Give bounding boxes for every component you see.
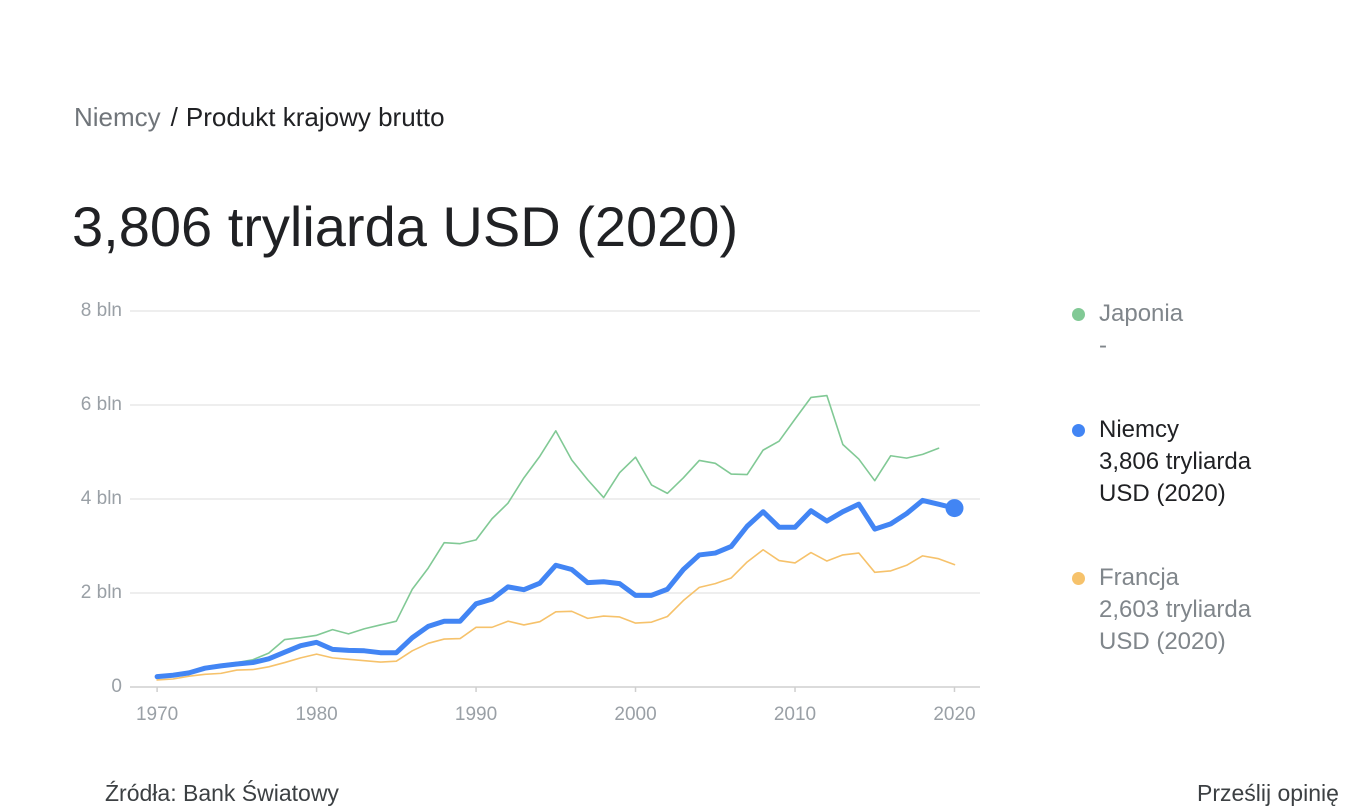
legend-name: Niemcy bbox=[1099, 416, 1180, 443]
legend-value: 3,806 tryliarda USD (2020) bbox=[1099, 448, 1252, 507]
y-tick-label: 6 bln bbox=[81, 394, 122, 415]
x-tick-label: 1980 bbox=[295, 704, 337, 725]
breadcrumb-parent[interactable]: Niemcy bbox=[74, 102, 161, 132]
feedback-link[interactable]: Prześlij opinię bbox=[1197, 780, 1339, 806]
source-note: Źródła: Bank Światowy bbox=[105, 780, 339, 806]
legend-text: Japonia - bbox=[1099, 298, 1269, 362]
y-tick-label: 4 bln bbox=[81, 488, 122, 509]
series-line bbox=[154, 497, 957, 680]
y-tick-label: 2 bln bbox=[81, 582, 122, 603]
breadcrumb-separator: / bbox=[170, 102, 178, 132]
legend-text: Niemcy 3,806 tryliarda USD (2020) bbox=[1099, 414, 1269, 510]
legend-item[interactable]: Francja 2,603 tryliarda USD (2020) bbox=[1070, 562, 1270, 658]
headline: 3,806 tryliarda USD (2020) bbox=[72, 195, 739, 258]
series-line bbox=[156, 548, 956, 681]
breadcrumb-current: Produkt krajowy brutto bbox=[185, 102, 445, 132]
x-tick-label: 2000 bbox=[614, 704, 656, 725]
x-tick-label: 2020 bbox=[933, 704, 975, 725]
y-tick-label: 0 bbox=[111, 676, 122, 697]
legend-value: 2,603 tryliarda USD (2020) bbox=[1099, 596, 1252, 655]
legend-marker bbox=[1072, 308, 1085, 321]
legend-marker bbox=[1072, 572, 1085, 585]
legend-name: Francja bbox=[1099, 564, 1180, 591]
legend-text: Francja 2,603 tryliarda USD (2020) bbox=[1099, 562, 1269, 658]
legend-item[interactable]: Japonia - bbox=[1070, 298, 1270, 362]
legend-value: - bbox=[1099, 332, 1107, 359]
series-line bbox=[156, 394, 940, 678]
legend-marker bbox=[1072, 424, 1085, 437]
legend-name: Japonia bbox=[1099, 300, 1184, 327]
x-tick-label: 1990 bbox=[455, 704, 497, 725]
x-tick-label: 2010 bbox=[774, 704, 816, 725]
legend-item[interactable]: Niemcy 3,806 tryliarda USD (2020) bbox=[1070, 414, 1270, 510]
latest-point bbox=[945, 499, 964, 518]
x-tick-label: 1970 bbox=[136, 704, 178, 725]
y-tick-label: 8 bln bbox=[81, 300, 122, 321]
breadcrumb: Niemcy / Produkt krajowy brutto bbox=[74, 102, 445, 133]
